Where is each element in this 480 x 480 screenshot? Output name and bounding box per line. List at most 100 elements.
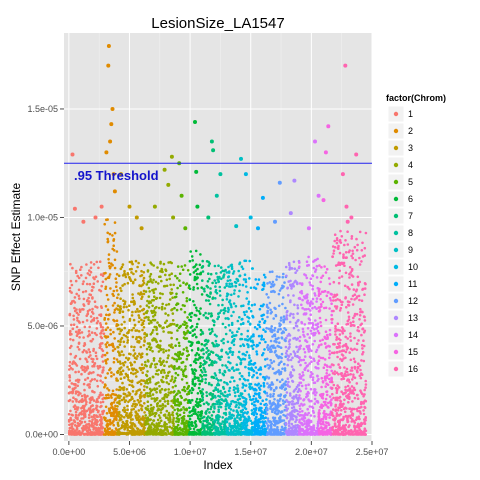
data-point bbox=[164, 269, 168, 273]
data-point bbox=[146, 408, 149, 412]
data-point bbox=[233, 400, 236, 404]
data-point bbox=[243, 313, 247, 317]
data-point bbox=[238, 377, 242, 381]
data-point bbox=[176, 323, 179, 327]
data-point bbox=[250, 303, 254, 307]
data-point bbox=[363, 329, 367, 333]
data-point bbox=[71, 266, 74, 270]
data-point bbox=[171, 322, 174, 326]
data-point bbox=[357, 329, 361, 333]
data-point bbox=[126, 408, 129, 412]
data-point bbox=[103, 429, 107, 433]
data-point bbox=[266, 282, 269, 285]
data-point bbox=[144, 290, 148, 293]
data-point bbox=[160, 429, 164, 433]
data-point bbox=[152, 278, 155, 282]
data-point bbox=[203, 433, 206, 436]
data-point bbox=[290, 267, 294, 270]
data-point bbox=[137, 341, 141, 344]
data-point bbox=[91, 360, 94, 364]
data-point bbox=[278, 275, 281, 279]
data-point bbox=[118, 373, 122, 376]
data-point bbox=[118, 399, 121, 403]
data-point bbox=[293, 267, 297, 271]
data-point bbox=[68, 346, 72, 350]
data-point bbox=[250, 344, 253, 348]
data-point bbox=[252, 333, 255, 336]
data-point bbox=[328, 431, 332, 435]
data-point bbox=[113, 301, 116, 305]
data-point bbox=[151, 304, 154, 308]
chart-title: LesionSize_LA1547 bbox=[151, 15, 284, 32]
data-point bbox=[217, 390, 220, 394]
outlier-point bbox=[306, 226, 311, 231]
data-point bbox=[220, 349, 223, 353]
data-point bbox=[277, 292, 281, 296]
data-point bbox=[77, 380, 80, 384]
data-point bbox=[209, 291, 212, 294]
data-point bbox=[149, 394, 152, 398]
data-point bbox=[126, 423, 129, 427]
outlier-point bbox=[111, 172, 116, 177]
data-point bbox=[175, 426, 179, 430]
data-point bbox=[330, 313, 334, 317]
data-point bbox=[239, 361, 243, 365]
data-point bbox=[68, 286, 72, 290]
data-point bbox=[84, 427, 88, 430]
data-point bbox=[309, 277, 313, 281]
data-point bbox=[105, 313, 108, 317]
data-point bbox=[320, 406, 324, 410]
data-point bbox=[88, 333, 91, 337]
data-point bbox=[258, 341, 262, 345]
data-point bbox=[273, 416, 277, 420]
data-point bbox=[205, 391, 208, 394]
data-point bbox=[226, 352, 229, 356]
data-point bbox=[138, 366, 142, 370]
data-point bbox=[116, 405, 119, 408]
data-point bbox=[311, 297, 315, 301]
data-point bbox=[330, 293, 334, 296]
data-point bbox=[301, 371, 305, 374]
data-point bbox=[223, 390, 227, 394]
outlier-point bbox=[179, 193, 184, 198]
data-point bbox=[163, 400, 167, 403]
data-point bbox=[67, 385, 71, 389]
data-point bbox=[328, 353, 332, 356]
data-point bbox=[327, 277, 331, 280]
data-point bbox=[245, 350, 249, 354]
data-point bbox=[114, 404, 117, 408]
data-point bbox=[242, 421, 245, 424]
data-point bbox=[318, 412, 322, 415]
data-point bbox=[238, 372, 242, 375]
data-point bbox=[80, 365, 84, 368]
data-point bbox=[121, 369, 125, 373]
data-point bbox=[324, 397, 328, 401]
data-point bbox=[233, 391, 237, 394]
data-point bbox=[74, 398, 77, 401]
data-point bbox=[303, 368, 306, 371]
data-point bbox=[274, 313, 278, 317]
data-point bbox=[97, 367, 100, 370]
data-point bbox=[202, 352, 205, 356]
data-point bbox=[321, 300, 325, 304]
data-point bbox=[317, 359, 321, 363]
data-point bbox=[247, 374, 251, 377]
data-point bbox=[197, 432, 200, 436]
data-point bbox=[176, 265, 180, 268]
data-point bbox=[101, 342, 104, 345]
data-point bbox=[218, 368, 221, 372]
data-point bbox=[328, 349, 331, 353]
data-point bbox=[256, 400, 260, 403]
data-point bbox=[167, 371, 170, 375]
data-point bbox=[176, 414, 180, 418]
data-point bbox=[285, 349, 289, 353]
data-point bbox=[74, 413, 78, 417]
data-point bbox=[167, 432, 171, 436]
data-point bbox=[224, 332, 228, 336]
data-point bbox=[95, 379, 99, 383]
data-point bbox=[153, 387, 156, 391]
data-point bbox=[76, 406, 80, 409]
data-point bbox=[129, 279, 133, 283]
data-point bbox=[165, 381, 169, 384]
data-point bbox=[208, 302, 212, 306]
